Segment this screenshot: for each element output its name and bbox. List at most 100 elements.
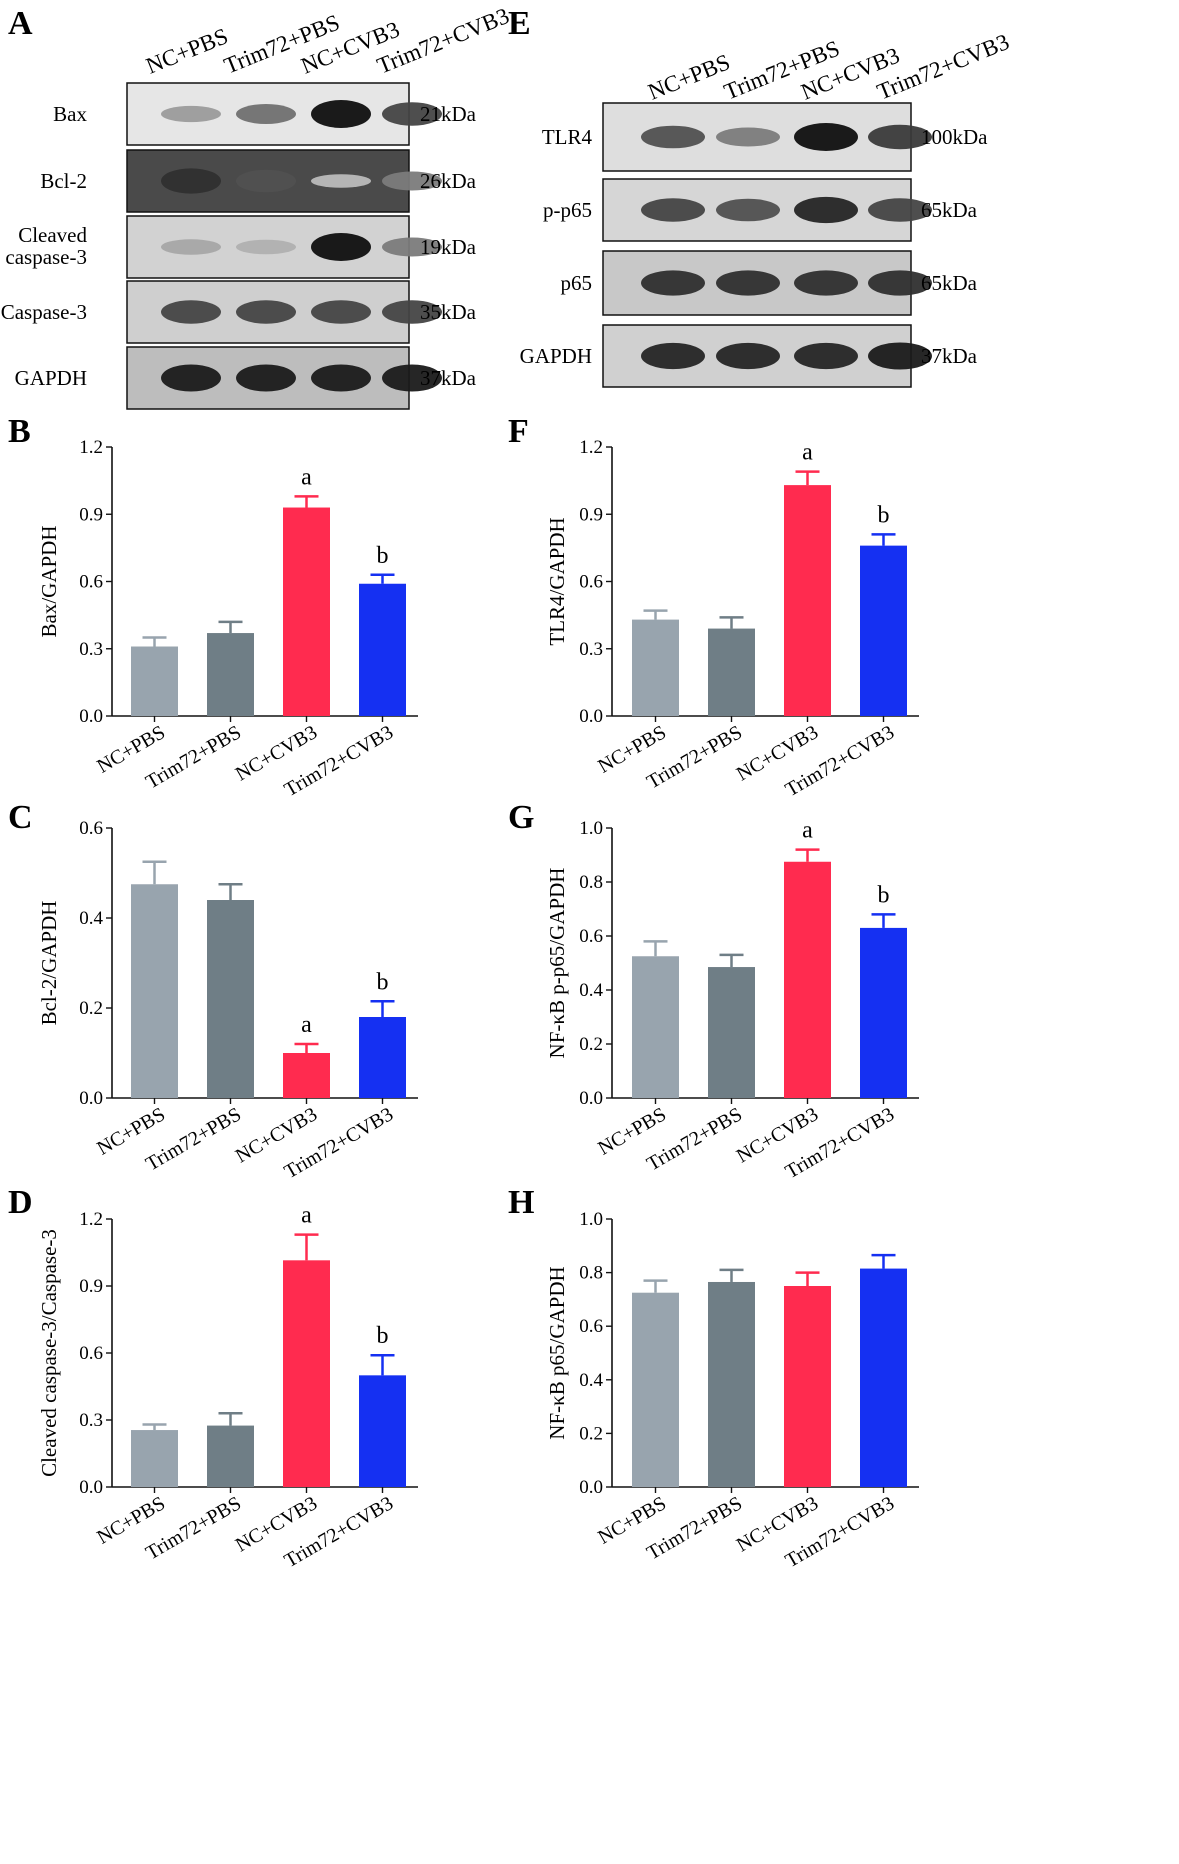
protein-band <box>716 270 780 296</box>
protein-label: p-p65 <box>543 198 592 222</box>
protein-label: Caspase-3 <box>1 300 87 324</box>
lane-label: NC+PBS <box>143 23 232 78</box>
protein-band <box>716 127 780 147</box>
protein-band <box>311 233 371 261</box>
protein-band <box>868 342 932 370</box>
kda-label: 21kDa <box>420 102 477 126</box>
y-tick-label: 0.3 <box>579 639 603 660</box>
protein-band <box>382 237 442 257</box>
significance-label: a <box>301 464 312 490</box>
protein-band <box>794 196 858 224</box>
protein-band <box>236 364 296 392</box>
y-axis-label: Cleaved caspase-3/Caspase-3 <box>37 1229 61 1477</box>
kda-label: 37kDa <box>921 344 978 368</box>
bar <box>860 1268 907 1487</box>
significance-label: b <box>878 502 890 528</box>
protein-band <box>794 123 858 151</box>
y-tick-label: 1.2 <box>79 1209 103 1230</box>
chart-panel-H: H0.00.20.40.60.81.0NF-κB p65/GAPDHNC+PBS… <box>508 1184 919 1572</box>
bar <box>860 545 907 716</box>
blot-row: Bax 21kDa <box>53 82 477 146</box>
y-tick-label: 0.0 <box>579 1088 603 1109</box>
y-tick-label: 0.2 <box>79 998 103 1019</box>
bar <box>708 967 755 1098</box>
panel-letter: A <box>8 5 33 42</box>
protein-band <box>161 239 221 255</box>
y-tick-label: 0.4 <box>79 908 103 929</box>
protein-band <box>641 198 705 222</box>
y-tick-label: 1.2 <box>579 437 603 458</box>
bar <box>708 628 755 716</box>
kda-label: 37kDa <box>420 366 477 390</box>
chart-panel-G: G0.00.20.40.60.81.0NF-κB p-p65/GAPDHNC+P… <box>508 799 919 1183</box>
protein-label-line: caspase-3 <box>5 245 87 269</box>
chart-panel-B: B0.00.30.60.91.2Bax/GAPDHNC+PBSTrim72+PB… <box>8 413 418 801</box>
kda-label: 65kDa <box>921 271 978 295</box>
blot-row: GAPDH 37kDa <box>520 324 978 388</box>
blot-row: p-p65 65kDa <box>543 178 978 242</box>
bar <box>784 485 831 716</box>
kda-label: 35kDa <box>420 300 477 324</box>
protein-label-line: Cleaved <box>18 223 87 247</box>
bar <box>207 633 254 716</box>
protein-band <box>641 342 705 370</box>
protein-band <box>382 364 442 392</box>
y-tick-label: 0.2 <box>579 1423 603 1444</box>
y-tick-label: 1.0 <box>579 1209 603 1230</box>
panel-letter: C <box>8 799 33 836</box>
blot-row: Bcl-2 26kDa <box>40 149 477 213</box>
bar <box>784 1286 831 1487</box>
protein-band <box>382 300 442 324</box>
bar <box>359 1017 406 1098</box>
kda-label: 100kDa <box>921 125 988 149</box>
protein-band <box>311 300 371 324</box>
y-tick-label: 0.6 <box>579 926 603 947</box>
protein-band <box>716 198 780 222</box>
y-tick-label: 0.4 <box>579 1370 603 1391</box>
protein-band <box>794 270 858 296</box>
protein-band <box>161 168 221 194</box>
bar <box>784 861 831 1098</box>
y-axis-label: NF-κB p-p65/GAPDH <box>545 868 569 1059</box>
panel-letter: D <box>8 1184 33 1221</box>
protein-band <box>868 124 932 150</box>
protein-band <box>161 364 221 392</box>
y-tick-label: 0.6 <box>579 572 603 593</box>
bar <box>632 956 679 1098</box>
protein-band <box>716 342 780 370</box>
significance-label: b <box>377 969 389 995</box>
panel-letter: F <box>508 413 529 450</box>
blot-row: p65 65kDa <box>561 250 978 316</box>
protein-label: Cleaved caspase-3 <box>5 223 87 269</box>
significance-label: a <box>301 1203 312 1229</box>
panel-letter: B <box>8 413 31 450</box>
y-tick-label: 0.8 <box>579 872 603 893</box>
bar <box>359 583 406 716</box>
y-tick-label: 0.0 <box>579 1477 603 1498</box>
protein-label: Bax <box>53 102 87 126</box>
bar <box>131 884 178 1098</box>
significance-label: a <box>301 1012 312 1038</box>
y-axis-label: TLR4/GAPDH <box>545 517 569 645</box>
protein-label: Bcl-2 <box>40 169 87 193</box>
protein-band <box>794 342 858 370</box>
protein-band <box>868 270 932 296</box>
y-tick-label: 0.4 <box>579 980 603 1001</box>
protein-band <box>641 270 705 296</box>
bar <box>283 1053 330 1098</box>
protein-band <box>641 125 705 149</box>
significance-label: b <box>878 882 890 908</box>
protein-band <box>236 104 296 124</box>
y-tick-label: 0.6 <box>79 818 103 839</box>
bar <box>283 1260 330 1487</box>
significance-label: b <box>377 543 389 569</box>
y-tick-label: 0.2 <box>579 1034 603 1055</box>
significance-label: a <box>802 440 813 466</box>
y-tick-label: 0.6 <box>79 572 103 593</box>
protein-band <box>382 171 442 191</box>
protein-band <box>311 174 371 188</box>
y-tick-label: 0.9 <box>79 1276 103 1297</box>
protein-band <box>236 239 296 255</box>
